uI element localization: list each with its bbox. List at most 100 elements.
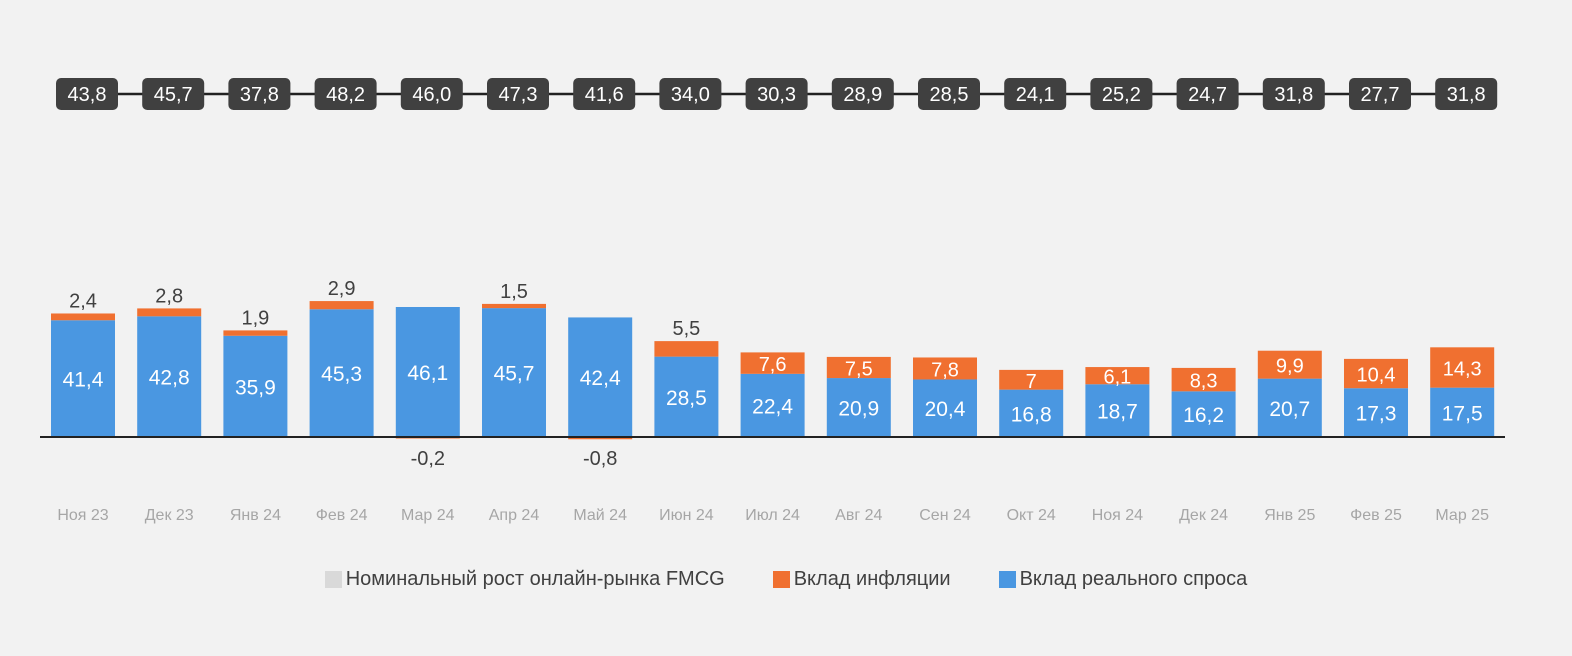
- bar-real-demand: [999, 389, 1064, 437]
- total-badge: [831, 78, 894, 110]
- label-real-demand: 28,5: [666, 387, 707, 410]
- bar-real-demand: [482, 308, 546, 437]
- label-real-demand: 20,4: [925, 398, 966, 421]
- legend: Номинальный рост онлайн-рынка FMCG Вклад…: [0, 565, 1572, 593]
- total-badge: [659, 78, 722, 110]
- x-tick-label: Фев 24: [316, 507, 368, 524]
- label-real-demand: 46,1: [407, 362, 448, 385]
- total-badge: [1004, 78, 1067, 110]
- label-inflation: 9,9: [1276, 356, 1304, 378]
- x-tick-label: Мар 25: [1435, 507, 1489, 524]
- bar-real-demand: [1344, 388, 1408, 437]
- x-tick-label: Авг 24: [835, 507, 882, 524]
- bar-real-demand: [223, 335, 288, 437]
- total-badge: [1262, 78, 1325, 110]
- bar-inflation: [51, 313, 115, 321]
- bar-inflation: [999, 369, 1064, 390]
- total-label: 41,6: [585, 84, 624, 106]
- bar-real-demand: [740, 373, 805, 437]
- total-label: 31,8: [1274, 84, 1313, 106]
- total-label: 34,0: [671, 84, 710, 106]
- total-label: 28,9: [843, 84, 882, 106]
- label-real-demand: 42,8: [149, 367, 190, 390]
- total-label: 25,2: [1102, 84, 1141, 106]
- label-real-demand: 20,7: [1269, 398, 1310, 421]
- bar-real-demand: [137, 316, 202, 437]
- label-real-demand: 35,9: [235, 376, 276, 399]
- bar-real-demand: [826, 378, 891, 437]
- total-label: 24,1: [1016, 84, 1055, 106]
- total-label: 24,7: [1188, 84, 1227, 106]
- total-label: 27,7: [1361, 84, 1400, 106]
- total-label: 48,2: [326, 84, 365, 106]
- label-real-demand: 16,8: [1011, 403, 1052, 426]
- label-inflation: 2,8: [155, 285, 183, 307]
- total-label: 43,8: [68, 84, 107, 106]
- total-badge: [487, 78, 549, 110]
- x-tick-label: Ноя 24: [1092, 507, 1143, 524]
- bar-inflation: [309, 301, 374, 310]
- bar-inflation: [1257, 350, 1322, 379]
- bar-real-demand: [1171, 391, 1236, 437]
- total-badge: [918, 78, 980, 110]
- label-real-demand: 17,5: [1442, 402, 1483, 425]
- bar-inflation: [740, 352, 805, 374]
- label-real-demand: 16,2: [1183, 404, 1224, 427]
- label-inflation: 1,5: [500, 281, 528, 303]
- legend-label-nominal: Номинальный рост онлайн-рынка FMCG: [345, 567, 725, 590]
- label-inflation: 2,4: [69, 290, 97, 312]
- bar-real-demand: [913, 379, 977, 437]
- total-badge: [1435, 78, 1498, 110]
- x-tick-label: Июн 24: [659, 507, 714, 524]
- x-tick-label: Дек 23: [145, 507, 194, 524]
- total-label: 46,0: [412, 84, 451, 106]
- x-tick-label: Дек 24: [1179, 507, 1228, 524]
- bar-inflation: [137, 308, 202, 317]
- bar-inflation: [913, 357, 977, 380]
- label-real-demand: 42,4: [580, 367, 621, 390]
- total-label: 45,7: [154, 84, 193, 106]
- x-tick-label: Сен 24: [919, 507, 971, 524]
- total-badge: [142, 78, 205, 110]
- label-real-demand: 18,7: [1097, 401, 1138, 424]
- bar-inflation: [826, 356, 891, 379]
- total-badge: [314, 78, 377, 110]
- x-tick-label: Ноя 23: [57, 507, 108, 524]
- total-badge: [56, 78, 118, 110]
- bar-real-demand: [1257, 378, 1322, 437]
- legend-item-real-demand: Вклад реального спроса: [998, 568, 1247, 591]
- label-real-demand: 41,4: [63, 369, 104, 392]
- label-inflation: 2,9: [328, 278, 356, 300]
- label-inflation: 7,6: [759, 354, 787, 376]
- legend-swatch-real-demand: [998, 570, 1016, 588]
- label-real-demand: 20,9: [838, 398, 879, 421]
- label-inflation: 7: [1026, 371, 1037, 393]
- label-inflation: -0,8: [583, 448, 617, 470]
- x-tick-label: Фев 25: [1350, 507, 1402, 524]
- bar-real-demand: [395, 306, 460, 437]
- label-inflation: -0,2: [411, 448, 445, 470]
- bar-inflation: [568, 437, 633, 440]
- label-inflation: 6,1: [1103, 367, 1131, 389]
- total-badge: [1090, 78, 1153, 110]
- bar-real-demand: [654, 356, 719, 437]
- bar-real-demand: [309, 309, 374, 437]
- x-tick-label: Июл 24: [745, 507, 800, 524]
- bar-inflation: [1430, 347, 1495, 388]
- total-badge: [1349, 78, 1411, 110]
- label-inflation: 7,8: [931, 359, 959, 381]
- total-label: 28,5: [930, 84, 969, 106]
- label-inflation: 10,4: [1357, 365, 1396, 387]
- x-tick-label: Окт 24: [1007, 507, 1056, 524]
- legend-item-inflation: Вклад инфляции: [772, 568, 951, 591]
- label-inflation: 8,3: [1190, 371, 1218, 393]
- label-real-demand: 17,3: [1356, 403, 1397, 426]
- total-badge: [1176, 78, 1239, 110]
- x-tick-label: Мар 24: [401, 507, 455, 524]
- x-tick-label: Янв 24: [230, 507, 281, 524]
- bar-real-demand: [1085, 384, 1150, 437]
- bar-inflation: [482, 303, 546, 309]
- x-tick-label: Янв 25: [1264, 507, 1315, 524]
- bar-inflation: [1171, 367, 1236, 392]
